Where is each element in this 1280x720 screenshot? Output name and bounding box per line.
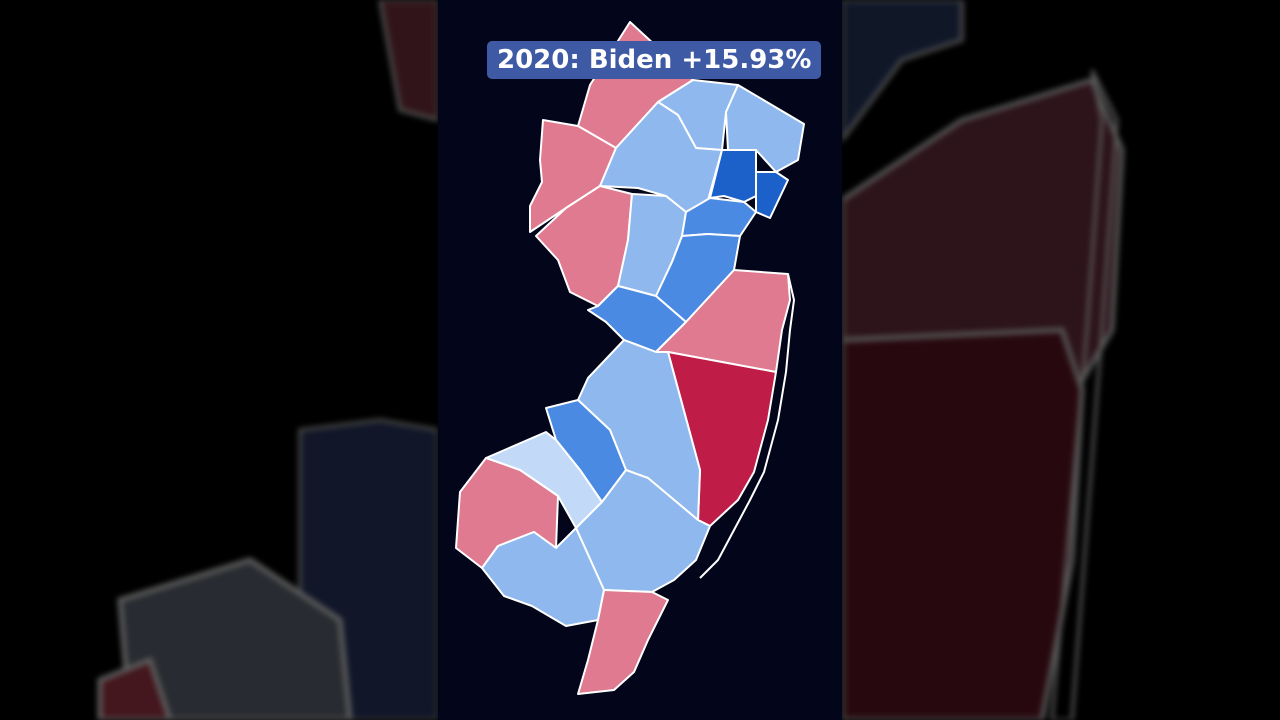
county-hudson — [755, 171, 789, 219]
nj-county-map — [455, 21, 805, 695]
county-bergen — [725, 84, 805, 173]
coastline-barrier-island — [699, 273, 795, 579]
county-warren — [529, 119, 617, 233]
title-badge: 2020: Biden +15.93% — [487, 41, 822, 79]
title-text: 2020: Biden +15.93% — [497, 45, 812, 75]
map-panel: 2020: Biden +15.93% — [438, 0, 842, 720]
blurred-background-left — [0, 0, 438, 720]
county-cape-may — [577, 589, 669, 695]
county-monmouth — [655, 269, 791, 373]
blurred-background-right — [842, 0, 1280, 720]
